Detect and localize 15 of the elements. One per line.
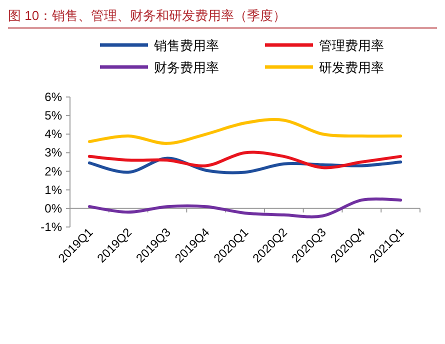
y-tick-label: 3% <box>44 146 62 160</box>
chart-title: 图 10：销售、管理、财务和研发费用率（季度） <box>8 8 286 23</box>
y-tick-label: 6% <box>44 90 62 104</box>
y-tick-label: -1% <box>40 220 62 234</box>
line-series <box>88 150 402 170</box>
y-tick-label: 2% <box>44 164 62 178</box>
legend-label: 财务费用率 <box>154 60 219 75</box>
line-series <box>88 118 402 145</box>
y-tick-label: 5% <box>44 108 62 123</box>
legend-label: 销售费用率 <box>153 38 219 53</box>
legend-label: 研发费用率 <box>319 60 384 75</box>
legend-label: 管理费用率 <box>319 38 384 53</box>
y-tick-label: 4% <box>44 127 62 142</box>
y-tick-label: 1% <box>44 182 62 197</box>
y-tick-label: 0% <box>44 201 62 216</box>
